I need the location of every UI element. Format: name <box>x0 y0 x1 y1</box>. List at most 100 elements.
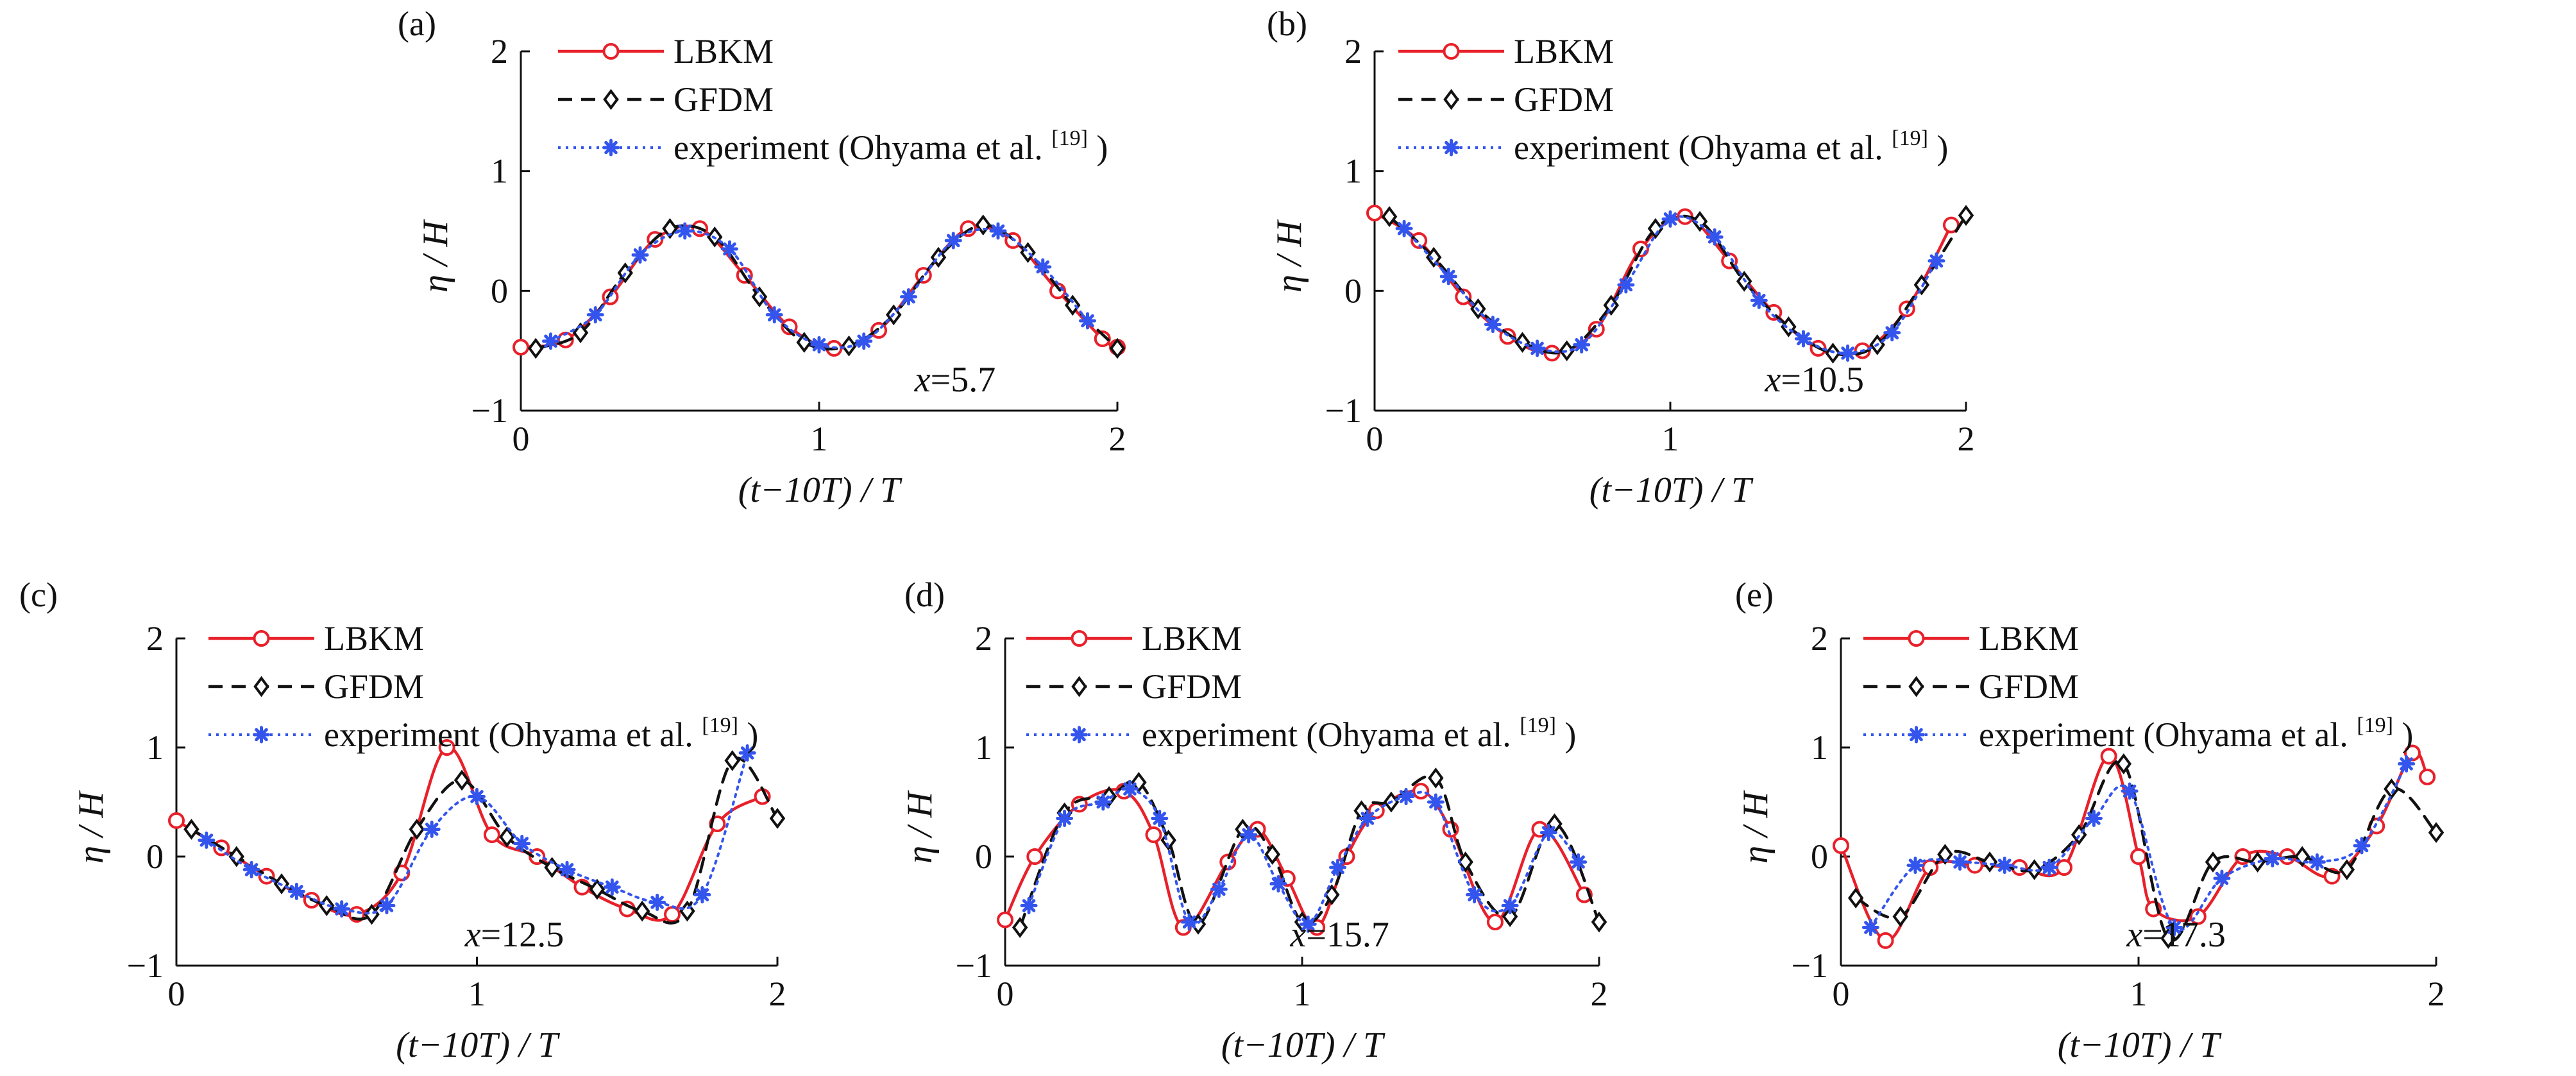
x-axis-label: (t−10T) / T <box>396 1025 560 1065</box>
series-line <box>205 751 749 915</box>
legend-label: GFDM <box>1142 667 1242 706</box>
data-point <box>542 332 559 350</box>
data-point <box>2205 851 2221 873</box>
y-tick-label: 0 <box>1344 271 1362 310</box>
data-point <box>997 911 1013 928</box>
x-tick-label: 2 <box>2428 975 2445 1013</box>
data-point <box>796 332 812 353</box>
y-tick-label: 1 <box>491 152 508 191</box>
data-point <box>499 826 515 848</box>
x-tick-label: 0 <box>513 420 530 458</box>
series-line <box>1854 760 2438 943</box>
y-axis-label: η / H <box>416 219 455 293</box>
position-annotation: x=12.5 <box>464 915 564 955</box>
data-point <box>1359 810 1377 827</box>
data-point <box>586 306 604 324</box>
data-point <box>423 821 441 838</box>
data-point <box>1937 844 1953 865</box>
y-axis-label: η / H <box>900 790 940 864</box>
y-tick-label: 1 <box>1344 152 1362 191</box>
legend-label: LBKM <box>324 619 424 658</box>
legend-marker <box>1071 630 1088 647</box>
panel-label: (d) <box>904 576 945 614</box>
legend-marker <box>1908 726 1925 744</box>
data-point <box>631 246 649 264</box>
data-point <box>1847 887 1864 909</box>
data-point <box>1026 848 1044 865</box>
data-point <box>634 900 650 922</box>
legend: LBKM GFDM experiment (Ohyama et al. [19] ) <box>558 32 1108 167</box>
data-point <box>1395 219 1413 237</box>
y-tick-label: 2 <box>975 619 992 658</box>
data-point <box>1833 837 1849 854</box>
data-point <box>1020 897 1038 914</box>
data-point <box>198 832 216 849</box>
data-point <box>1502 906 1518 927</box>
position-annotation: x=17.3 <box>2126 915 2225 955</box>
y-axis-label: η / H <box>1269 219 1309 293</box>
data-point <box>1539 824 1557 842</box>
data-point <box>2308 853 2326 871</box>
data-point <box>1299 915 1317 933</box>
x-axis-label: (t−10T) / T <box>1589 470 1754 510</box>
data-point <box>1996 857 2013 875</box>
data-point <box>1794 330 1812 348</box>
legend-label: GFDM <box>1514 80 1614 119</box>
data-point <box>1825 343 1841 364</box>
y-tick-label: 0 <box>1811 837 1828 876</box>
data-point <box>287 882 305 900</box>
legend-marker <box>602 139 620 157</box>
data-point <box>2160 928 2176 949</box>
legend-label: GFDM <box>324 667 424 706</box>
data-point <box>1484 316 1502 334</box>
legend-label: experiment (Ohyama et al. [19] ) <box>324 713 758 754</box>
data-point <box>242 860 260 878</box>
data-point <box>528 337 544 359</box>
data-point <box>1411 232 1428 249</box>
data-point <box>1877 932 1894 949</box>
data-point <box>2339 859 2355 880</box>
data-point <box>738 744 756 762</box>
series-line <box>1003 788 1586 929</box>
series-line <box>1869 762 2408 932</box>
y-tick-label: 1 <box>1811 728 1828 767</box>
data-point <box>168 812 185 829</box>
series-exp <box>1861 755 2416 936</box>
data-point <box>1324 884 1340 905</box>
data-point <box>544 857 560 878</box>
series-gfdm <box>1381 205 1974 364</box>
y-tick-label: −1 <box>127 946 164 985</box>
series-line <box>174 746 764 922</box>
x-tick-label: 1 <box>811 420 828 458</box>
data-point <box>1109 337 1126 359</box>
series-exp <box>1395 210 1945 362</box>
y-tick-label: 2 <box>491 32 508 71</box>
series-line <box>549 228 1089 349</box>
data-point <box>1012 917 1028 938</box>
series-line <box>1839 749 2429 943</box>
data-point <box>1661 210 1679 228</box>
legend: LBKM GFDM experiment (Ohyama et al. [19] ) <box>1863 619 2413 754</box>
data-point <box>1264 844 1280 865</box>
x-axis-label: (t−10T) / T <box>738 470 902 510</box>
series-exp <box>1020 780 1588 933</box>
data-point <box>2264 850 2282 867</box>
data-point <box>378 897 396 914</box>
series-exp <box>542 222 1096 354</box>
data-point <box>409 819 425 840</box>
data-point <box>648 893 666 911</box>
data-point <box>900 288 917 306</box>
x-tick-label: 0 <box>997 975 1014 1013</box>
x-tick-label: 2 <box>769 975 786 1013</box>
x-tick-label: 1 <box>2130 975 2148 1013</box>
y-axis-label: η / H <box>71 790 111 864</box>
x-tick-label: 0 <box>1833 975 1850 1013</box>
y-tick-label: 2 <box>1811 619 1828 658</box>
data-point <box>2040 858 2058 876</box>
data-point <box>2398 755 2416 773</box>
series-lbkm <box>168 739 771 923</box>
data-point <box>2428 822 2445 843</box>
